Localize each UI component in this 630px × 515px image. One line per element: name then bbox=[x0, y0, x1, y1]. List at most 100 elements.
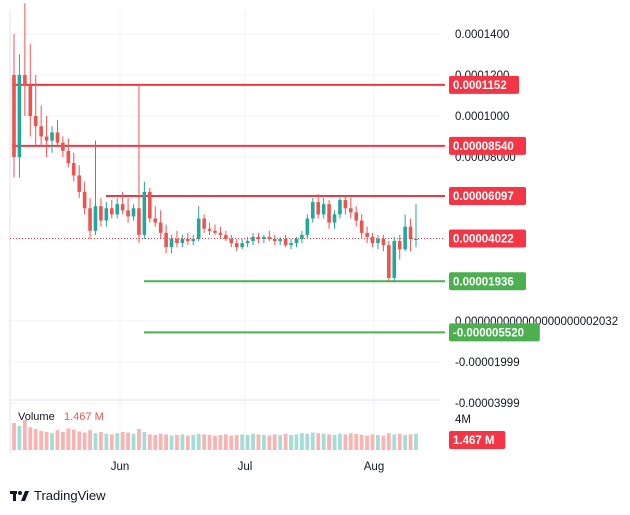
volume-bar bbox=[261, 435, 266, 450]
volume-bar bbox=[300, 433, 304, 450]
tradingview-logo-icon bbox=[10, 490, 29, 501]
candle-body bbox=[61, 142, 65, 151]
volume-badge: 1.467 M bbox=[453, 435, 495, 447]
candle-body bbox=[245, 241, 250, 244]
volume-bar bbox=[39, 430, 44, 450]
volume-bar bbox=[55, 430, 60, 450]
candle-body bbox=[387, 245, 391, 278]
volume-bar bbox=[213, 435, 217, 450]
candle-body bbox=[332, 214, 337, 223]
candle-body bbox=[397, 241, 402, 250]
volume-value: 1.467 M bbox=[64, 411, 104, 423]
time-axis[interactable]: Jun Jul Aug bbox=[111, 461, 385, 473]
candle-body bbox=[88, 208, 92, 231]
candle-body bbox=[99, 206, 103, 221]
candle-body bbox=[414, 239, 418, 240]
volume-label: Volume bbox=[18, 411, 55, 423]
volume-bar bbox=[158, 433, 163, 450]
candle-body bbox=[93, 206, 98, 231]
candle-body bbox=[408, 226, 413, 239]
volume-bar bbox=[60, 432, 65, 450]
price-badges: 0.0001152 0.00008540 0.00006097 0.00001936 -… bbox=[449, 75, 540, 449]
volume-bar bbox=[22, 420, 27, 450]
volume-bar bbox=[44, 432, 49, 450]
level-badge: 0.00006097 bbox=[453, 191, 514, 203]
candles bbox=[12, 3, 418, 283]
volume-bar bbox=[272, 434, 277, 450]
volume-bar bbox=[310, 432, 315, 450]
volume-bar bbox=[175, 435, 179, 450]
volume-bars bbox=[12, 420, 418, 450]
volume-bar bbox=[180, 434, 185, 450]
candle-body bbox=[55, 132, 60, 143]
volume-bar bbox=[12, 423, 16, 450]
candle-body bbox=[354, 212, 359, 221]
volume-bar bbox=[196, 433, 201, 450]
volume-bar bbox=[202, 434, 207, 450]
candle-body bbox=[28, 85, 33, 116]
volume-bar bbox=[185, 435, 190, 450]
current-price-badge: 0.00004022 bbox=[453, 234, 514, 246]
time-tick-label: Jun bbox=[111, 461, 130, 473]
volume-bar bbox=[403, 435, 408, 450]
candle-body bbox=[338, 200, 342, 215]
volume-bar bbox=[327, 434, 331, 450]
candle-body bbox=[66, 150, 71, 164]
volume-bar bbox=[283, 433, 288, 450]
price-tick-label: 0.0001400 bbox=[455, 29, 509, 41]
volume-bar bbox=[294, 434, 299, 450]
candle-body bbox=[126, 210, 130, 217]
candle-body bbox=[207, 228, 212, 231]
volume-bar bbox=[223, 434, 228, 450]
candle-body bbox=[262, 236, 266, 239]
volume-bar bbox=[354, 433, 359, 450]
time-tick-label: Aug bbox=[364, 461, 384, 473]
candle-body bbox=[104, 208, 109, 221]
candle-body bbox=[39, 126, 43, 137]
level-badge: 0.00001936 bbox=[453, 276, 514, 288]
volume-bar bbox=[191, 435, 196, 450]
candle-body bbox=[82, 191, 87, 209]
candle-body bbox=[142, 191, 147, 235]
price-tick-label: -0.00003999 bbox=[455, 398, 520, 410]
candle-body bbox=[12, 75, 16, 157]
candle-body bbox=[77, 175, 81, 192]
candle-body bbox=[343, 200, 348, 209]
volume-bar bbox=[245, 435, 250, 450]
level-badge-bg bbox=[449, 136, 526, 155]
volume-bar bbox=[348, 433, 353, 450]
volume-bar bbox=[147, 434, 152, 450]
volume-bar bbox=[33, 429, 38, 450]
candle-body bbox=[50, 132, 54, 141]
brand[interactable]: TradingView bbox=[10, 488, 106, 503]
candle-body bbox=[403, 226, 407, 250]
candle-body bbox=[316, 202, 321, 215]
volume-tick-label: 4M bbox=[455, 414, 471, 426]
volume-bar bbox=[169, 435, 174, 450]
volume-bar bbox=[88, 430, 92, 450]
candle-body bbox=[109, 208, 114, 215]
candle-body bbox=[376, 239, 380, 244]
volume-bar bbox=[142, 432, 147, 450]
candle-body bbox=[17, 75, 22, 157]
candle-body bbox=[180, 239, 185, 244]
price-tick-label: 0.0001000 bbox=[455, 111, 509, 123]
candle-body bbox=[115, 204, 120, 215]
volume-bar bbox=[17, 426, 22, 450]
volume-bar bbox=[376, 435, 380, 450]
price-tick-label: -0.00001999 bbox=[455, 357, 520, 369]
level-badge-bg bbox=[449, 272, 526, 291]
volume-bar bbox=[289, 435, 293, 450]
volume-bar bbox=[278, 435, 283, 450]
volume-bar bbox=[332, 435, 337, 450]
candle-body bbox=[283, 239, 288, 246]
candle-body bbox=[359, 220, 364, 233]
price-tick-label: 0.00008000 bbox=[455, 152, 516, 164]
grid bbox=[9, 10, 440, 452]
candle-body bbox=[370, 236, 375, 244]
volume-badge-bg bbox=[449, 431, 506, 449]
level-badge: -0.000005520 bbox=[453, 327, 524, 339]
volume-bar bbox=[99, 432, 103, 450]
candle-body bbox=[240, 243, 244, 248]
